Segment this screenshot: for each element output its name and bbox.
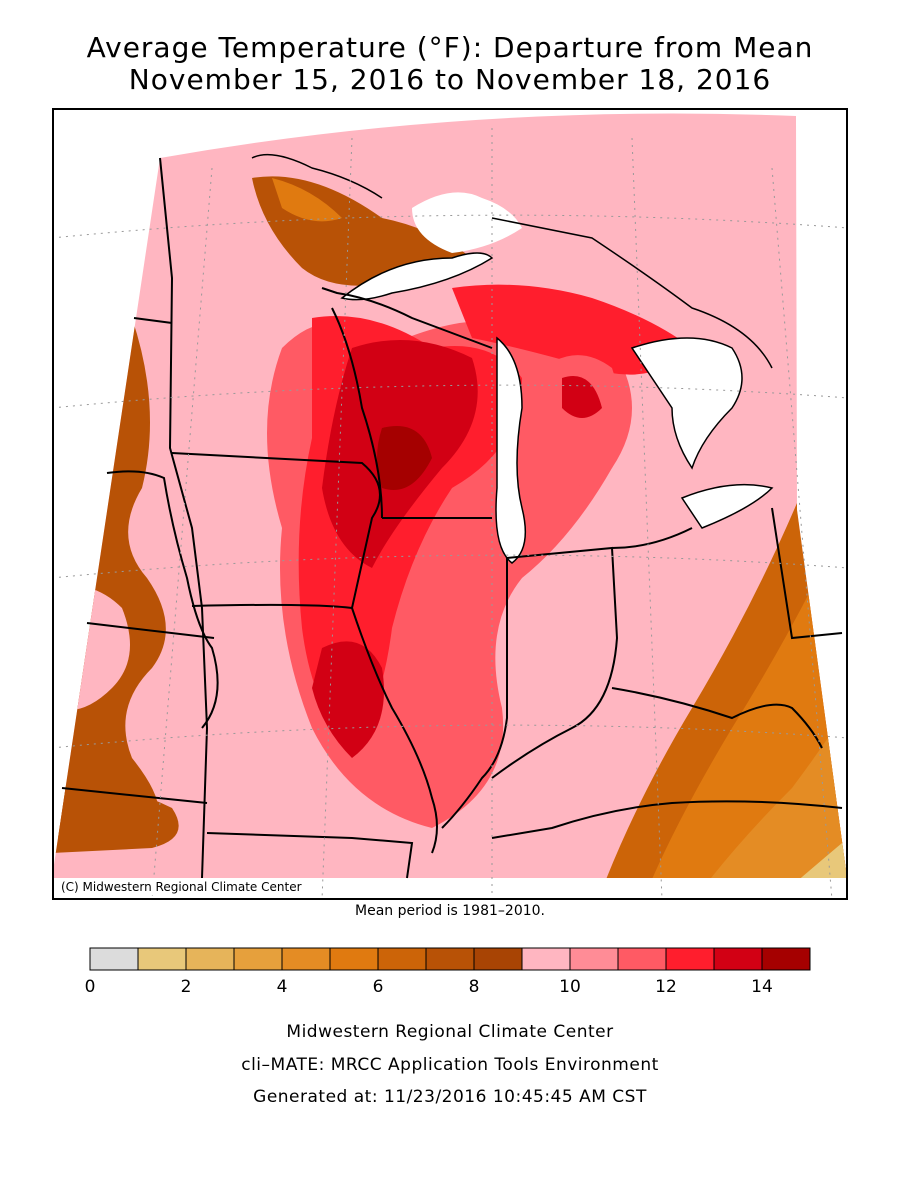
legend-tick-label: 12 [655,977,677,997]
footer-org: Midwestern Regional Climate Center [286,1022,614,1042]
legend-swatch-6 [377,947,427,971]
legend-swatch-13 [713,947,763,971]
lake-superior [342,253,492,300]
lake-erie [682,484,772,528]
legend-tick-label: 4 [277,977,288,997]
legend-swatch-10 [569,947,619,971]
temperature-departure-map [52,108,848,900]
legend-tick-label: 10 [559,977,581,997]
graticule [52,128,848,900]
legend-tick-label: 14 [751,977,773,997]
legend-tick-label: 8 [469,977,480,997]
footer-generated: Generated at: 11/23/2016 10:45:45 AM CST [253,1087,647,1107]
zone-14-plus [377,426,432,490]
lake-michigan [496,338,526,563]
coastlines [251,153,774,564]
legend-tick-label: 0 [85,977,96,997]
legend-swatch-5 [329,947,379,971]
legend-swatch-11 [617,947,667,971]
legend-tick-label: 2 [181,977,192,997]
footer-tool: cli–MATE: MRCC Application Tools Environ… [241,1055,659,1075]
legend-swatch-14 [761,947,811,971]
color-legend: 0 2 4 6 8 10 12 14 [85,947,811,997]
state-boundaries [61,157,843,879]
legend-swatch-3 [233,947,283,971]
legend-swatch-2 [185,947,235,971]
legend-swatch-7 [425,947,475,971]
mean-period-note: Mean period is 1981–2010. [355,903,545,919]
legend-swatch-0 [89,947,139,971]
map-date-range: November 15, 2016 to November 18, 2016 [128,63,772,96]
legend-swatch-4 [281,947,331,971]
lake-huron [632,338,742,468]
legend-swatch-8 [473,947,523,971]
legend-swatch-1 [137,947,187,971]
legend-swatch-12 [665,947,715,971]
legend-tick-label: 6 [373,977,384,997]
legend-swatch-9 [521,947,571,971]
map-credit: (C) Midwestern Regional Climate Center [57,879,308,895]
map-title: Average Temperature (°F): Departure from… [86,31,814,64]
